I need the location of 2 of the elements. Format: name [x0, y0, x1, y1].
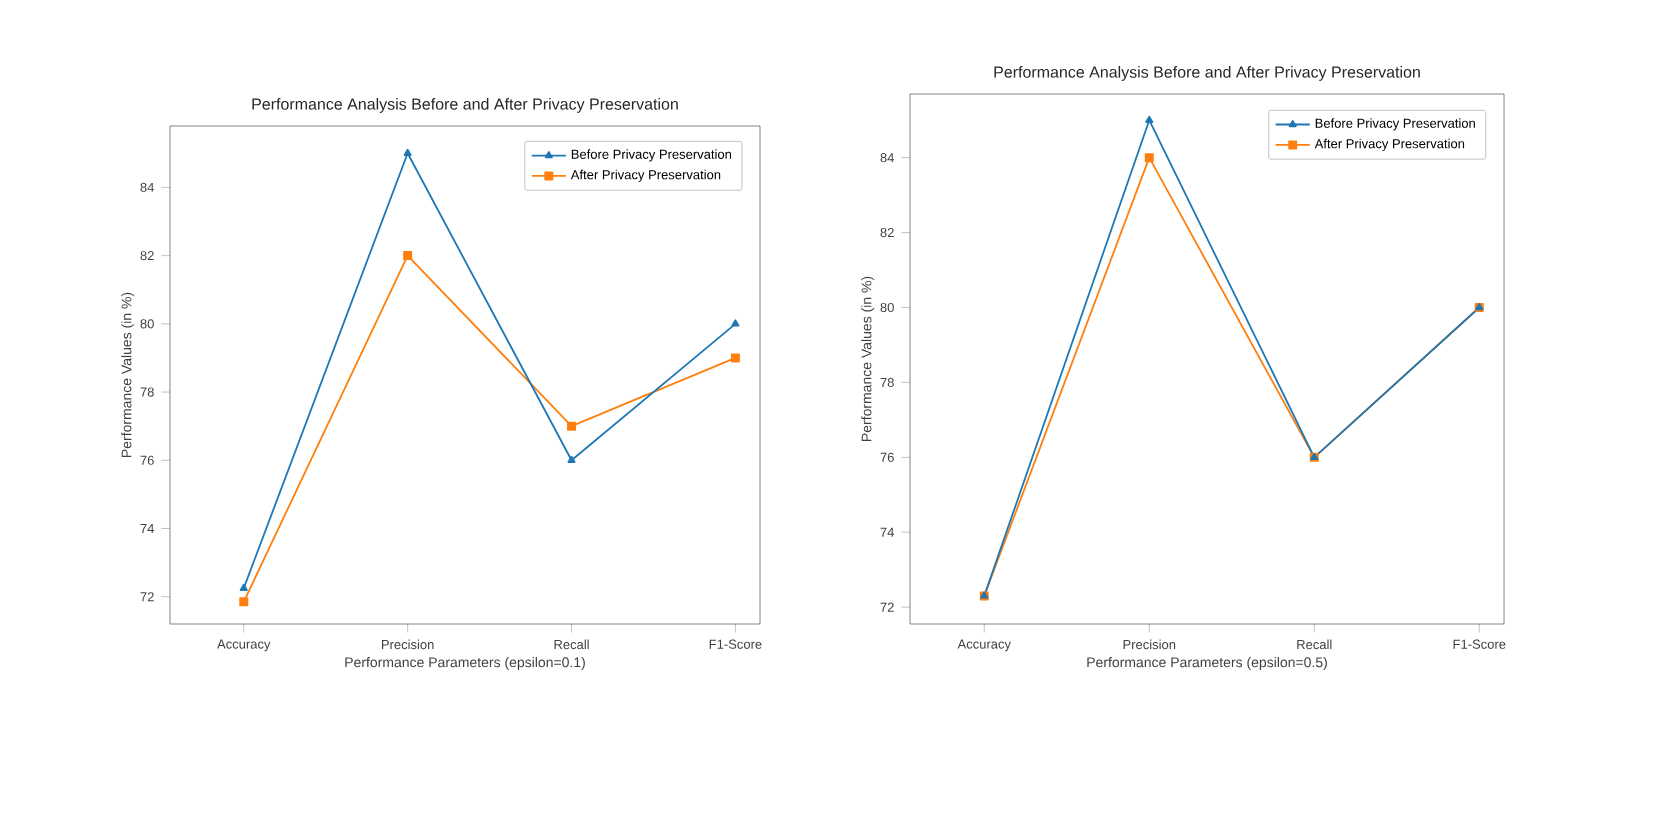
- chart-title: Performance Analysis Before and After Privacy Preservation: [994, 66, 1420, 81]
- chart-title: Performance Analysis Before and After Privacy Preservation: [252, 98, 678, 113]
